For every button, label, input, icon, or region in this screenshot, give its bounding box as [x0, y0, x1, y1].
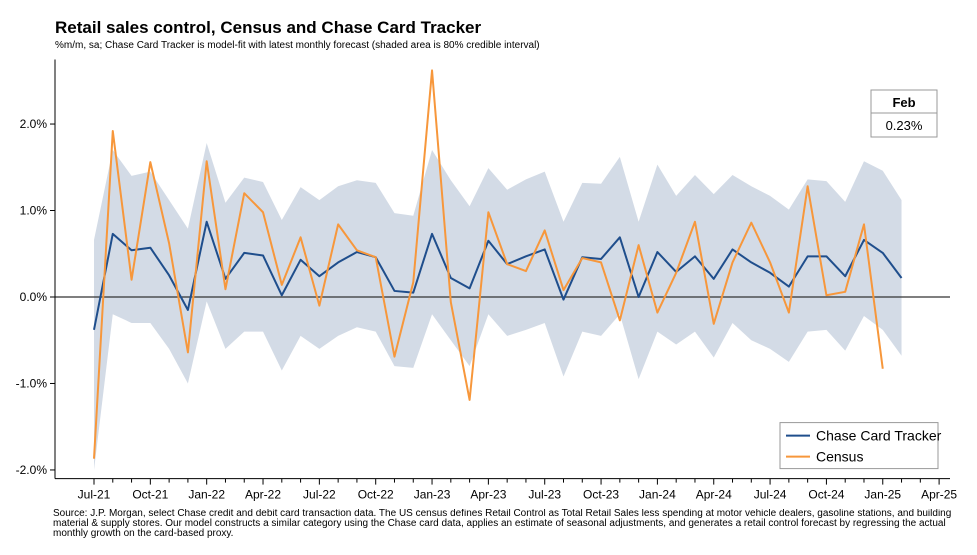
y-tick-label: -2.0%	[16, 463, 48, 477]
x-tick-label: Apr-24	[696, 488, 732, 502]
legend-label: Chase Card Tracker	[816, 428, 942, 444]
x-tick-label: Oct-21	[132, 488, 168, 502]
legend-label: Census	[816, 449, 863, 465]
y-tick-label: -1.0%	[16, 376, 48, 390]
y-tick-label: 0.0%	[20, 290, 48, 304]
x-tick-label: Jan-24	[639, 488, 676, 502]
x-tick-label: Oct-22	[358, 488, 394, 502]
chart-subtitle: %m/m, sa; Chase Card Tracker is model-fi…	[55, 40, 540, 51]
x-tick-label: Jan-23	[414, 488, 451, 502]
x-tick-label: Apr-22	[245, 488, 281, 502]
x-tick-label: Jan-22	[188, 488, 225, 502]
x-tick-label: Apr-25	[921, 488, 957, 502]
source-box: Source: J.P. Morgan, select Chase credit…	[53, 509, 952, 539]
y-tick-label: 2.0%	[20, 117, 48, 131]
legend-box	[779, 422, 939, 470]
annotation-text: 0.23%	[886, 118, 923, 133]
x-tick-label: Jul-23	[528, 488, 561, 502]
annotation-title: Feb	[892, 95, 915, 110]
x-tick-label: Jul-24	[754, 488, 787, 502]
x-tick-label: Oct-24	[808, 488, 844, 502]
x-tick-label: Jul-22	[303, 488, 336, 502]
x-tick-label: Oct-23	[583, 488, 619, 502]
x-tick-label: Jan-25	[864, 488, 901, 502]
x-tick-label: Apr-23	[470, 488, 506, 502]
y-tick-label: 1.0%	[20, 204, 48, 218]
chart-title: Retail sales control, Census and Chase C…	[55, 18, 481, 37]
source-note: Source: J.P. Morgan, select Chase credit…	[53, 509, 952, 539]
x-tick-label: Jul-21	[78, 488, 111, 502]
series-line	[93, 69, 884, 459]
credible-band	[94, 143, 902, 470]
